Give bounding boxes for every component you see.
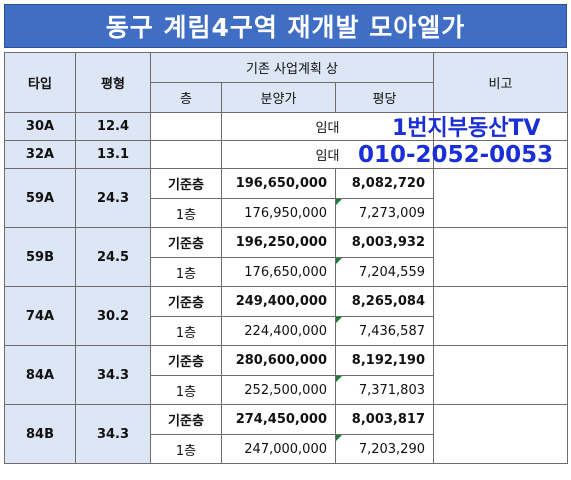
pyeong-cell: 12.4	[75, 112, 151, 141]
per-pyeong-cell: 8,265,084	[335, 286, 434, 317]
floor-cell: 기준층	[150, 168, 222, 199]
per-pyeong-cell: 7,371,803	[335, 375, 434, 405]
price-cell: 252,500,000	[221, 375, 336, 405]
header-note: 비고	[433, 52, 568, 113]
price-cell: 274,450,000	[221, 404, 336, 435]
per-pyeong-cell: 8,003,817	[335, 404, 434, 435]
pyeong-cell: 34.3	[75, 345, 151, 405]
header-plan-group: 기존 사업계획 상	[150, 52, 434, 83]
type-cell: 30A	[4, 112, 76, 141]
floor-cell: 기준층	[150, 286, 222, 317]
per-pyeong-cell: 7,203,290	[335, 434, 434, 464]
note-cell	[433, 227, 568, 287]
floor-cell: 1층	[150, 257, 222, 287]
header-sale-price: 분양가	[221, 82, 336, 113]
floor-cell: 1층	[150, 375, 222, 405]
type-cell: 32A	[4, 140, 76, 169]
note-cell	[433, 168, 568, 228]
pyeong-cell: 24.5	[75, 227, 151, 287]
table-row: 59A 24.3 기준층 196,650,000 8,082,720	[4, 168, 568, 228]
per-pyeong-cell: 8,003,932	[335, 227, 434, 258]
per-pyeong-cell: 7,273,009	[335, 198, 434, 228]
pyeong-cell: 34.3	[75, 404, 151, 464]
watermark-channel-name: 1번지부동산TV	[392, 116, 541, 141]
pyeong-cell: 24.3	[75, 168, 151, 228]
header-per-pyeong: 평당	[335, 82, 434, 113]
note-cell	[433, 286, 568, 346]
floor-cell: 1층	[150, 316, 222, 346]
floor-cell: 기준층	[150, 404, 222, 435]
type-cell: 84B	[4, 404, 76, 464]
type-cell: 84A	[4, 345, 76, 405]
table-row: 1층 176,650,000 7,204,559	[5, 257, 568, 287]
per-pyeong-cell: 7,204,559	[335, 257, 434, 287]
per-pyeong-cell: 7,436,587	[335, 316, 434, 346]
header-row-1: 타입 평형 기존 사업계획 상 비고	[4, 52, 568, 113]
floor-cell: 1층	[150, 434, 222, 464]
price-cell: 224,400,000	[221, 316, 336, 346]
type-cell: 59B	[4, 227, 76, 287]
table-row: 84A 34.3 기준층 280,600,000 8,192,190	[4, 345, 568, 405]
price-table: 타입 평형 기존 사업계획 상 비고 층 분양가 평당 30A 12.4 임대 …	[4, 52, 568, 464]
price-cell: 196,250,000	[221, 227, 336, 258]
price-cell: 176,950,000	[221, 198, 336, 228]
price-cell: 249,400,000	[221, 286, 336, 317]
pyeong-cell: 30.2	[75, 286, 151, 346]
price-cell: 247,000,000	[221, 434, 336, 464]
table-row: 1층 224,400,000 7,436,587	[5, 316, 568, 346]
floor-cell	[150, 112, 222, 141]
price-cell: 280,600,000	[221, 345, 336, 376]
header-row-2: 층 분양가 평당	[5, 82, 568, 113]
header-pyeong: 평형	[75, 52, 151, 113]
note-cell	[433, 404, 568, 464]
price-cell: 196,650,000	[221, 168, 336, 199]
floor-cell: 1층	[150, 198, 222, 228]
plan-note-cell: 임대	[221, 140, 434, 169]
pyeong-cell: 13.1	[75, 140, 151, 169]
table-row: 74A 30.2 기준층 249,400,000 8,265,084	[4, 286, 568, 346]
table-row: 1층 252,500,000 7,371,803	[5, 375, 568, 405]
plan-note-cell: 임대	[221, 112, 434, 141]
floor-cell: 기준층	[150, 345, 222, 376]
per-pyeong-cell: 8,082,720	[335, 168, 434, 199]
type-cell: 74A	[4, 286, 76, 346]
type-cell: 59A	[4, 168, 76, 228]
watermark-phone-number: 010-2052-0053	[358, 142, 554, 168]
header-floor: 층	[150, 82, 222, 113]
note-cell	[433, 345, 568, 405]
per-pyeong-cell: 8,192,190	[335, 345, 434, 376]
document-title: 동구 계림4구역 재개발 모아엘가	[4, 4, 567, 48]
price-cell: 176,650,000	[221, 257, 336, 287]
floor-cell	[150, 140, 222, 169]
floor-cell: 기준층	[150, 227, 222, 258]
document: 동구 계림4구역 재개발 모아엘가 타입 평형 기존 사업계획 상 비고 층 분…	[4, 4, 568, 476]
header-type: 타입	[4, 52, 76, 113]
table-row: 1층 247,000,000 7,203,290	[5, 434, 568, 464]
table-row: 84B 34.3 기준층 274,450,000 8,003,817	[4, 404, 568, 464]
table-row: 59B 24.5 기준층 196,250,000 8,003,932	[4, 227, 568, 287]
